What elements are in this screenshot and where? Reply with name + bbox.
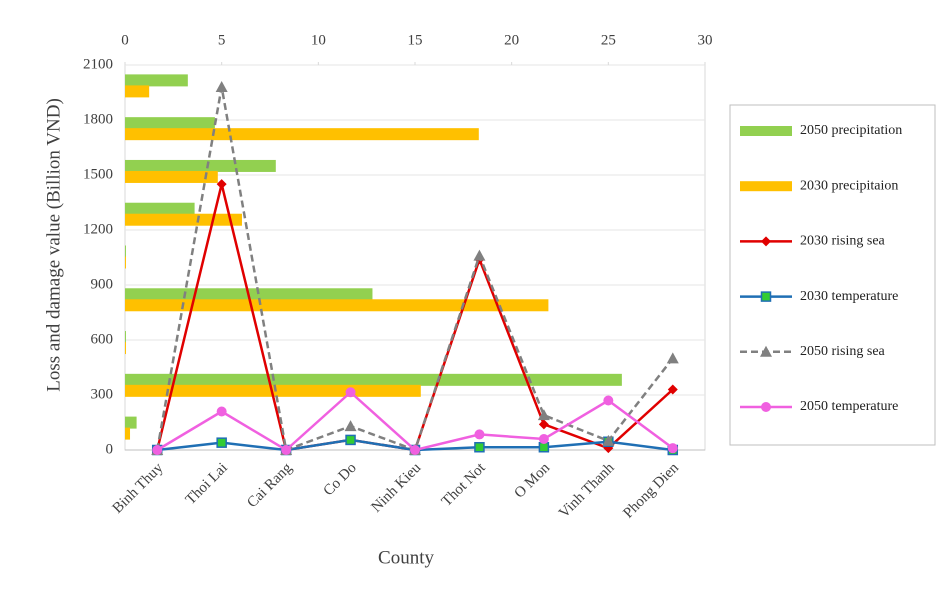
legend-label: 2050 precipitation	[800, 123, 902, 138]
legend-swatch	[740, 126, 792, 136]
point	[216, 406, 227, 417]
x-tick-label: O Mon	[511, 460, 553, 502]
x-tick-label: Cai Rang	[244, 460, 295, 511]
point	[538, 434, 549, 444]
y-tick-label: 1800	[83, 111, 113, 127]
x2-tick-label: 5	[218, 32, 226, 48]
point	[474, 442, 485, 453]
x2-tick-label: 30	[698, 32, 713, 48]
legend-label: 2050 rising sea	[800, 344, 886, 359]
x2-tick-label: 10	[311, 32, 326, 48]
x-tick-label: Co Do	[321, 460, 360, 499]
point	[667, 443, 678, 454]
bar	[125, 74, 188, 87]
point	[216, 437, 227, 448]
bar	[125, 213, 242, 226]
y-tick-label: 300	[91, 386, 114, 402]
bar	[125, 159, 276, 172]
bar	[125, 342, 126, 355]
bar	[125, 202, 195, 215]
point	[216, 179, 227, 190]
point	[602, 434, 615, 446]
x-tick-label: Thot Not	[439, 459, 489, 509]
y-tick-label: 2100	[83, 56, 113, 72]
bar	[125, 427, 131, 440]
y-axis-title: Loss and damage value (Billion VND)	[43, 98, 64, 392]
x2-tick-label: 0	[121, 32, 129, 48]
bar	[125, 373, 622, 386]
legend-label: 2030 rising sea	[800, 234, 886, 249]
point	[603, 395, 614, 406]
y-tick-label: 0	[106, 441, 114, 457]
x-tick-label: Thoi Lai	[183, 460, 231, 508]
x-axis-title: County	[378, 547, 434, 568]
point	[474, 429, 485, 440]
legend-label: 2030 precipitaion	[800, 178, 898, 193]
bar	[125, 331, 126, 344]
line	[156, 390, 674, 452]
x-tick-label: Phong Dien	[620, 460, 682, 522]
y-tick-label: 1200	[83, 221, 113, 237]
bar	[125, 85, 150, 98]
point	[345, 434, 356, 446]
y-tick-label: 600	[91, 331, 114, 347]
legend-box	[729, 104, 936, 446]
x-tick-label: Ninh Kieu	[368, 460, 424, 516]
legend-label: 2030 temperature	[800, 289, 898, 304]
x-tick-label: Binh Thuy	[110, 460, 167, 517]
bar	[125, 299, 549, 312]
legend-marker	[760, 345, 772, 357]
legend-marker	[761, 236, 771, 247]
bar	[125, 128, 479, 141]
point	[666, 352, 679, 364]
legend-marker	[761, 402, 771, 412]
y-tick-label: 1500	[83, 166, 113, 182]
x2-tick-label: 25	[601, 32, 616, 48]
point	[410, 445, 420, 455]
point	[345, 387, 356, 398]
point	[667, 384, 678, 395]
legend-label: 2050 temperature	[800, 399, 898, 414]
point	[537, 409, 550, 421]
x2-tick-label: 15	[408, 32, 423, 48]
legend-marker	[760, 291, 772, 302]
point	[538, 442, 550, 453]
x2-tick-label: 20	[504, 32, 519, 48]
point	[281, 445, 292, 455]
bar	[125, 245, 126, 258]
bar	[125, 170, 218, 183]
point	[473, 249, 486, 261]
point	[538, 419, 549, 430]
point	[344, 420, 357, 432]
legend-swatch	[740, 181, 792, 192]
point	[152, 445, 163, 455]
bar	[125, 117, 215, 130]
bar	[125, 416, 137, 429]
bar	[125, 256, 126, 269]
x-tick-label: Vinh Thanh	[556, 460, 618, 522]
point	[215, 81, 228, 92]
y-tick-label: 900	[91, 276, 114, 292]
